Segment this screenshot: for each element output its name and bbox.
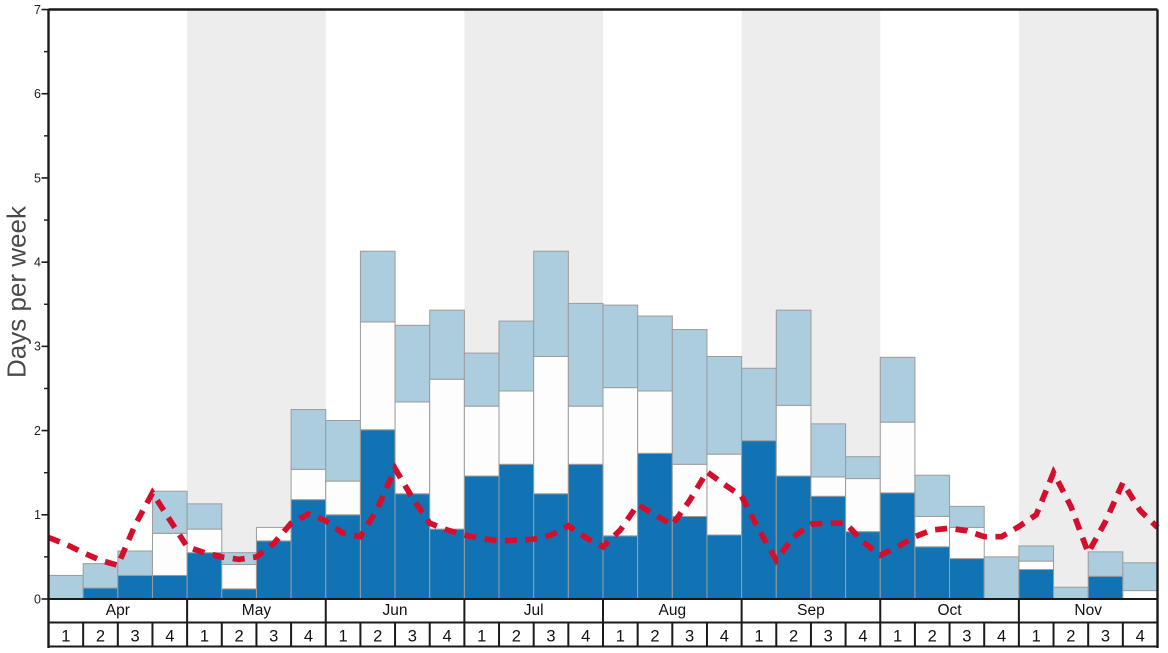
svg-text:3: 3 [824,628,833,646]
svg-text:Oct: Oct [937,602,962,619]
svg-text:3: 3 [408,628,417,646]
svg-text:4: 4 [1136,628,1145,646]
svg-text:1: 1 [338,628,347,646]
svg-text:3: 3 [269,628,278,646]
svg-text:Days per week: Days per week [2,205,32,378]
svg-text:Jul: Jul [524,602,544,619]
svg-text:3: 3 [546,628,555,646]
svg-text:4: 4 [165,628,174,646]
svg-text:Apr: Apr [106,602,130,619]
svg-text:2: 2 [373,628,382,646]
svg-text:4: 4 [997,628,1006,646]
svg-text:2: 2 [34,424,41,438]
svg-text:Sep: Sep [797,602,825,619]
svg-text:7: 7 [34,3,41,17]
svg-text:2: 2 [789,628,798,646]
svg-text:2: 2 [96,628,105,646]
svg-text:Nov: Nov [1074,602,1102,619]
svg-text:5: 5 [34,171,41,185]
svg-text:1: 1 [893,628,902,646]
svg-text:1: 1 [477,628,486,646]
svg-text:4: 4 [34,255,41,269]
svg-text:Aug: Aug [659,602,687,619]
svg-text:2: 2 [1066,628,1075,646]
svg-text:May: May [242,602,272,619]
svg-text:2: 2 [650,628,659,646]
svg-text:0: 0 [34,592,41,606]
svg-text:4: 4 [720,628,729,646]
svg-text:Jun: Jun [383,602,408,619]
svg-text:1: 1 [34,508,41,522]
svg-text:6: 6 [34,87,41,101]
svg-text:1: 1 [1032,628,1041,646]
svg-text:1: 1 [616,628,625,646]
svg-text:3: 3 [131,628,140,646]
svg-text:4: 4 [581,628,590,646]
svg-text:3: 3 [962,628,971,646]
svg-text:1: 1 [754,628,763,646]
svg-text:3: 3 [34,340,41,354]
svg-text:4: 4 [304,628,313,646]
svg-text:2: 2 [512,628,521,646]
svg-text:3: 3 [685,628,694,646]
svg-text:1: 1 [200,628,209,646]
svg-text:4: 4 [442,628,451,646]
svg-text:4: 4 [858,628,867,646]
svg-text:2: 2 [235,628,244,646]
svg-text:3: 3 [1101,628,1110,646]
svg-text:2: 2 [928,628,937,646]
svg-text:1: 1 [61,628,70,646]
